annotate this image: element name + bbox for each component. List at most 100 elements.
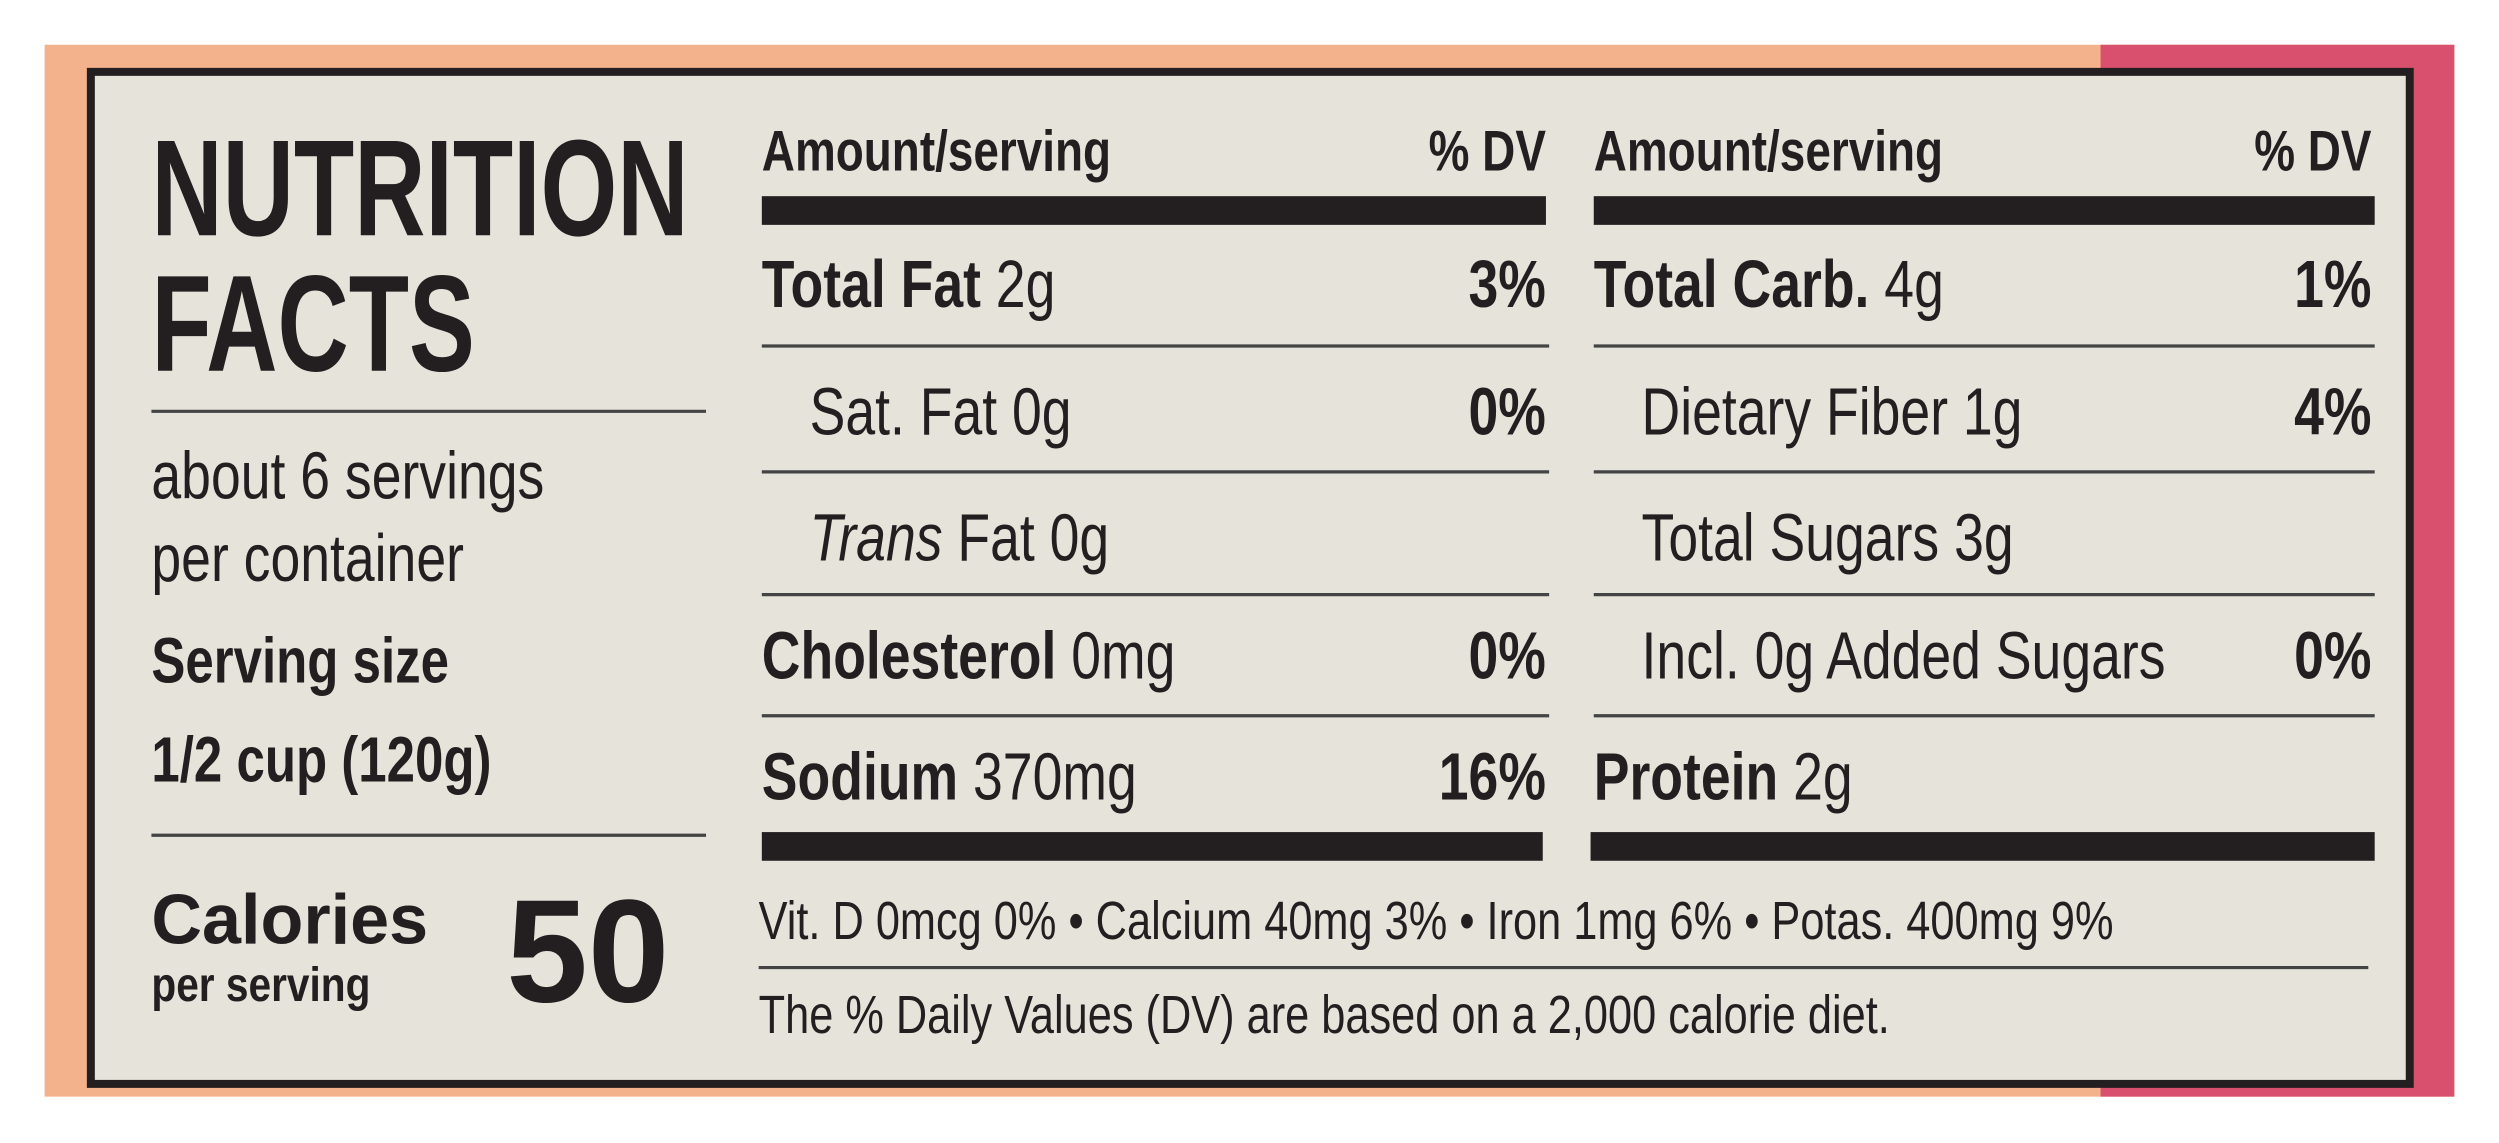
label-box [86, 67, 2414, 1088]
daily-value-group: 0% [1469, 374, 1546, 449]
title-part: NUTRITION [151, 112, 688, 265]
header-amount-group: Amount/serving [1594, 120, 1943, 184]
nutrient: Trans Fat 0g [810, 500, 1110, 575]
nutrient-part: Dietary Fiber [1642, 374, 1948, 449]
nutrient-part: Incl. 0g Added Sugars [1642, 618, 2166, 693]
nutrient-part: 3g [1939, 500, 2013, 575]
title: NUTRITION [151, 112, 688, 265]
calories-sub-part: per serving [151, 959, 370, 1012]
nutrient-part: 2g [981, 246, 1055, 321]
daily-value-part: 3% [1469, 246, 1546, 321]
nutrient-part: Protein [1594, 739, 1778, 814]
serving-size: 1/2 cup (120g) [151, 725, 491, 796]
vitamins-part: Vit. D 0mcg 0% • Calcium 40mg 3% • Iron … [759, 892, 2114, 952]
daily-value: 1% [2294, 246, 2371, 321]
nutrient: Total Sugars 3g [1642, 500, 2014, 575]
nutrient: Sat. Fat 0g [810, 374, 1072, 449]
daily-value: 16% [1439, 739, 1546, 814]
nutrient: Protein 2g [1594, 739, 1853, 814]
serving-size-label-part: Serving size [151, 626, 449, 697]
header-dv-part: % DV [2254, 120, 2372, 184]
title: FACTS [151, 247, 474, 400]
nutrient-part: Total Sugars [1642, 500, 1940, 575]
nutrient: Total Fat 2g [762, 246, 1056, 321]
nutrient-group: Total Carb. 4g [1594, 246, 1944, 321]
daily-value-group: 0% [2294, 618, 2371, 693]
header-amount-part: Amount/serving [762, 120, 1111, 184]
servings-group: per container [151, 520, 464, 595]
servings: per container [151, 520, 464, 595]
daily-value-part: 0% [1469, 374, 1546, 449]
nutrient-part: 0mg [1056, 618, 1175, 693]
thick-bar [761, 196, 1546, 225]
title-group: FACTS [151, 247, 474, 400]
nutrient-group: Protein 2g [1594, 739, 1853, 814]
servings-group: about 6 servings [151, 438, 544, 513]
nutrient-part: 4g [1869, 246, 1943, 321]
nutrient-group: Trans Fat 0g [810, 500, 1110, 575]
nutrient-part: Trans [810, 500, 943, 575]
nutrient: Cholesterol 0mg [762, 618, 1176, 693]
nutrient-group: Total Fat 2g [762, 246, 1056, 321]
nutrient-group: Cholesterol 0mg [762, 618, 1176, 693]
serving-size-group: 1/2 cup (120g) [151, 725, 491, 796]
nutrient-part: 1g [1948, 374, 2022, 449]
title-group: NUTRITION [151, 112, 688, 265]
daily-value: 4% [2294, 374, 2371, 449]
serving-size-part: 1/2 cup (120g) [151, 725, 491, 796]
header-amount: Amount/serving [762, 120, 1111, 184]
daily-value-part: 0% [2294, 618, 2371, 693]
title-part: FACTS [151, 247, 474, 400]
calories: 50 [506, 870, 669, 1034]
nutrient-part: 370mg [958, 739, 1137, 814]
header-amount: Amount/serving [1594, 120, 1943, 184]
daily-value-part: 0% [1469, 618, 1546, 693]
header-dv: % DV [2254, 120, 2372, 184]
nutrient-part: Sodium [762, 739, 958, 814]
header-amount-group: Amount/serving [762, 120, 1111, 184]
vitamins-group: Vit. D 0mcg 0% • Calcium 40mg 3% • Iron … [759, 892, 2114, 952]
calories-label: Calories [151, 881, 428, 959]
daily-value-part: 16% [1439, 739, 1546, 814]
daily-value: 0% [1469, 374, 1546, 449]
footnote-part: The % Daily Values (DV) are based on a 2… [759, 986, 1890, 1046]
nutrient-part: Fat [943, 500, 1035, 575]
nutrient-group: Total Sugars 3g [1642, 500, 2014, 575]
calories-sub-group: per serving [151, 959, 370, 1012]
thick-bar [1593, 196, 2375, 225]
daily-value-group: 1% [2294, 246, 2371, 321]
serving-size-label-group: Serving size [151, 626, 449, 697]
nutrient-group: Sodium 370mg [762, 739, 1137, 814]
nutrient: Incl. 0g Added Sugars [1642, 618, 2166, 693]
calories-label-part: Calories [151, 881, 428, 959]
daily-value-group: 3% [1469, 246, 1546, 321]
thick-bar [1590, 832, 2375, 861]
header-amount-part: Amount/serving [1594, 120, 1943, 184]
header-dv-part: % DV [1429, 120, 1547, 184]
calories-group: 50 [506, 870, 669, 1034]
nutrient: Dietary Fiber 1g [1642, 374, 2023, 449]
nutrient-group: Dietary Fiber 1g [1642, 374, 2023, 449]
nutrient: Total Carb. 4g [1594, 246, 1944, 321]
header-dv-group: % DV [2254, 120, 2372, 184]
nutrient-part: Cholesterol [762, 618, 1057, 693]
daily-value-group: 4% [2294, 374, 2371, 449]
daily-value: 3% [1469, 246, 1546, 321]
daily-value: 0% [1469, 618, 1546, 693]
calories-part: 50 [506, 870, 669, 1034]
servings-part: about 6 servings [151, 438, 544, 513]
header-dv-group: % DV [1429, 120, 1547, 184]
footnote-group: The % Daily Values (DV) are based on a 2… [759, 986, 1890, 1046]
daily-value-part: 4% [2294, 374, 2371, 449]
thick-bar [761, 832, 1543, 861]
vitamins: Vit. D 0mcg 0% • Calcium 40mg 3% • Iron … [759, 892, 2114, 952]
calories-label-group: Calories [151, 881, 428, 959]
nutrient-part: 0g [997, 374, 1071, 449]
nutrient-part: Sat. Fat [810, 374, 998, 449]
daily-value-group: 0% [1469, 618, 1546, 693]
servings: about 6 servings [151, 438, 544, 513]
calories-sub: per serving [151, 959, 370, 1012]
nutrient-part: 0g [1035, 500, 1109, 575]
